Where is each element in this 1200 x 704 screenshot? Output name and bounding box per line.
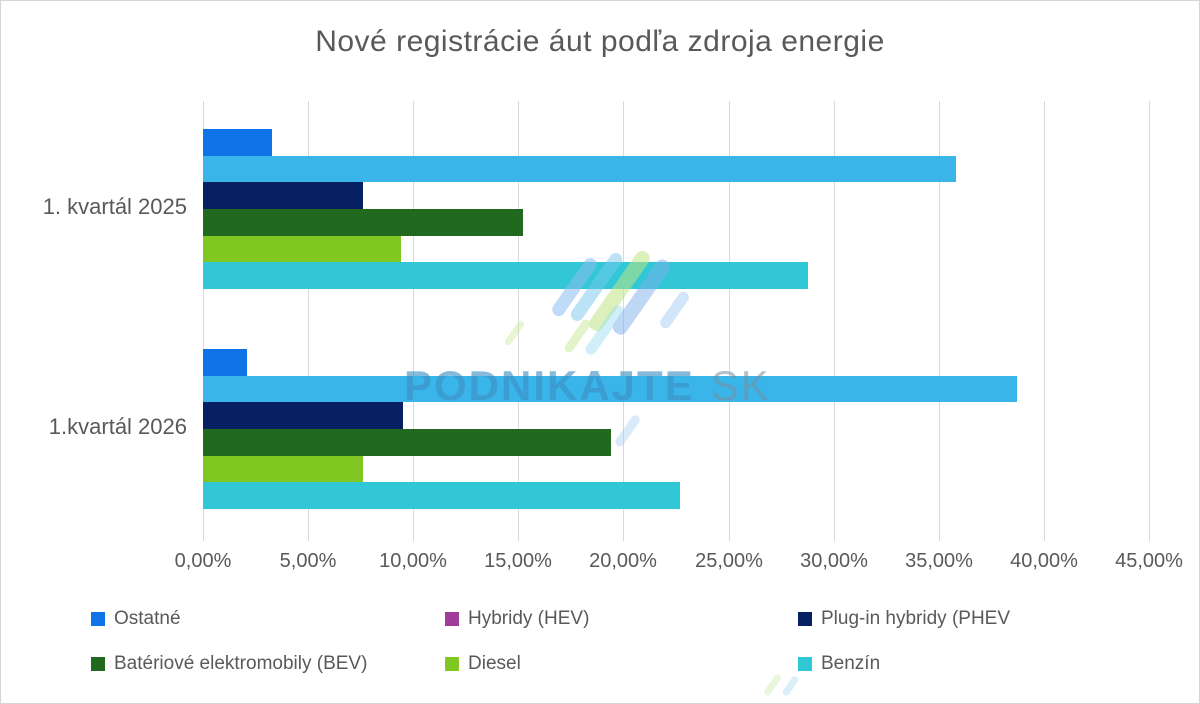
legend-label: Batériové elektromobily (BEV) xyxy=(114,653,368,674)
chart-title: Nové registrácie áut podľa zdroja energi… xyxy=(315,25,885,58)
gridline xyxy=(1044,101,1045,541)
bar-2-diesel xyxy=(203,455,363,483)
legend-item-benz-n: Benzín xyxy=(798,652,880,676)
legend-label: Diesel xyxy=(468,653,521,674)
gridline xyxy=(939,101,940,541)
legend-swatch-icon xyxy=(91,612,105,626)
x-tick-label: 35,00% xyxy=(905,550,973,572)
bar-2-benz-n xyxy=(203,482,681,509)
legend-item-ostatn-: Ostatné xyxy=(91,607,181,631)
bar-2-bat-riov-elektromobily-bev- xyxy=(203,429,611,456)
bar-2-ostatn- xyxy=(203,349,248,376)
x-tick-label: 45,00% xyxy=(1115,550,1183,572)
x-tick-label: 0,00% xyxy=(174,550,232,572)
legend-label: Hybridy (HEV) xyxy=(468,608,590,629)
bar-1-plug-in-hybridy-phev xyxy=(203,182,363,209)
legend-label: Plug-in hybridy (PHEV xyxy=(821,608,1011,629)
watermark-stripe xyxy=(781,674,800,698)
x-tick-label: 20,00% xyxy=(589,550,657,572)
bar-1-ostatn- xyxy=(203,129,273,156)
category-label: 1.kvartál 2026 xyxy=(48,414,187,439)
legend-swatch-icon xyxy=(445,612,459,626)
bar-1-hybridy-hev- xyxy=(203,155,956,183)
gridline xyxy=(308,101,309,541)
x-tick-label: 30,00% xyxy=(800,550,868,572)
legend-label: Ostatné xyxy=(114,608,181,629)
legend-swatch-icon xyxy=(798,657,812,671)
x-tick-label: 15,00% xyxy=(484,550,552,572)
legend-item-hybridy-hev-: Hybridy (HEV) xyxy=(445,607,589,631)
legend-swatch-icon xyxy=(798,612,812,626)
legend-item-plug-in-hybridy-phev: Plug-in hybridy (PHEV xyxy=(798,607,1010,631)
gridline xyxy=(203,101,204,541)
category-label: 1. kvartál 2025 xyxy=(42,194,187,219)
bar-2-hybridy-hev- xyxy=(203,375,1017,403)
legend-label: Benzín xyxy=(821,653,881,674)
x-tick-label: 40,00% xyxy=(1010,550,1078,572)
bar-1-benz-n xyxy=(203,262,809,289)
bar-1-bat-riov-elektromobily-bev- xyxy=(203,209,523,236)
gridline xyxy=(518,101,519,541)
bar-1-diesel xyxy=(203,235,401,263)
plot-area xyxy=(203,101,1150,541)
x-tick-label: 25,00% xyxy=(695,550,763,572)
watermark-stripe xyxy=(762,673,783,697)
gridline xyxy=(834,101,835,541)
gridline xyxy=(729,101,730,541)
x-tick-label: 5,00% xyxy=(279,550,337,572)
legend-item-diesel: Diesel xyxy=(445,652,521,676)
gridline xyxy=(413,101,414,541)
gridline xyxy=(1149,101,1150,541)
legend-swatch-icon xyxy=(445,657,459,671)
bar-2-plug-in-hybridy-phev xyxy=(203,402,403,429)
legend-item-bat-riov-elektromobily-bev-: Batériové elektromobily (BEV) xyxy=(91,652,367,676)
legend-swatch-icon xyxy=(91,657,105,671)
x-tick-label: 10,00% xyxy=(379,550,447,572)
